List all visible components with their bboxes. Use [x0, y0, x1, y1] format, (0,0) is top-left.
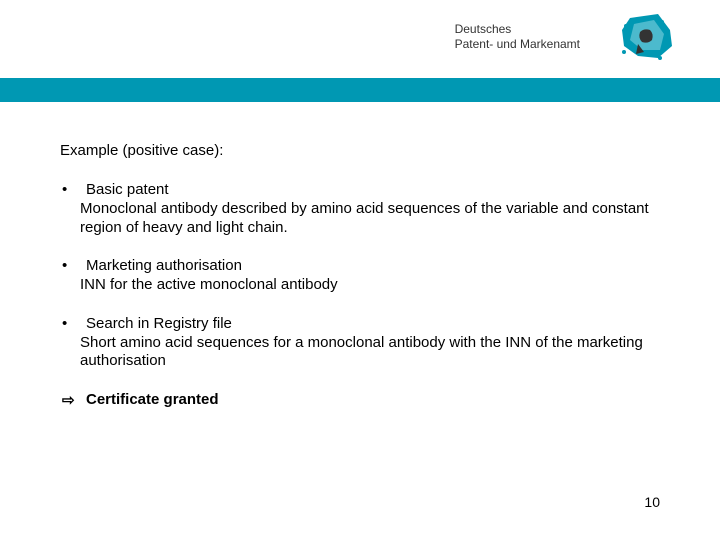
organization-name: Deutsches Patent- und Markenamt: [455, 22, 580, 52]
conclusion-text: Certificate granted: [86, 391, 219, 408]
accent-bar: [0, 78, 720, 102]
conclusion: ⇨ Certificate granted: [60, 391, 660, 408]
list-item: Search in Registry file Short amino acid…: [60, 315, 660, 371]
list-item: Marketing authorisation INN for the acti…: [60, 257, 660, 295]
bullet-body: Short amino acid sequences for a monoclo…: [80, 334, 660, 372]
org-line-2: Patent- und Markenamt: [455, 37, 580, 52]
section-title: Example (positive case):: [60, 142, 660, 159]
org-line-1: Deutsches: [455, 22, 580, 37]
slide-header: Deutsches Patent- und Markenamt: [0, 0, 720, 78]
bullet-head: Marketing authorisation: [86, 257, 660, 276]
bullet-head: Basic patent: [86, 181, 660, 200]
slide-content: Example (positive case): Basic patent Mo…: [0, 102, 720, 408]
bullet-body: INN for the active monoclonal antibody: [80, 276, 660, 295]
bullet-head: Search in Registry file: [86, 315, 660, 334]
bullet-body: Monoclonal antibody described by amino a…: [80, 200, 660, 238]
bullet-list: Basic patent Monoclonal antibody describ…: [60, 181, 660, 371]
page-number: 10: [644, 494, 660, 510]
dpma-logo-icon: [610, 10, 680, 75]
arrow-icon: ⇨: [62, 391, 75, 409]
list-item: Basic patent Monoclonal antibody describ…: [60, 181, 660, 237]
